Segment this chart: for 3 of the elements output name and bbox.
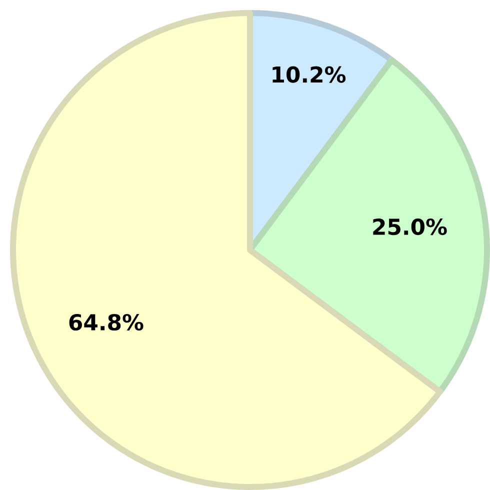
data-label: 25.0%	[373, 218, 447, 236]
data-label: 64.8%	[69, 314, 144, 331]
data-label: 10.2%	[272, 66, 346, 83]
